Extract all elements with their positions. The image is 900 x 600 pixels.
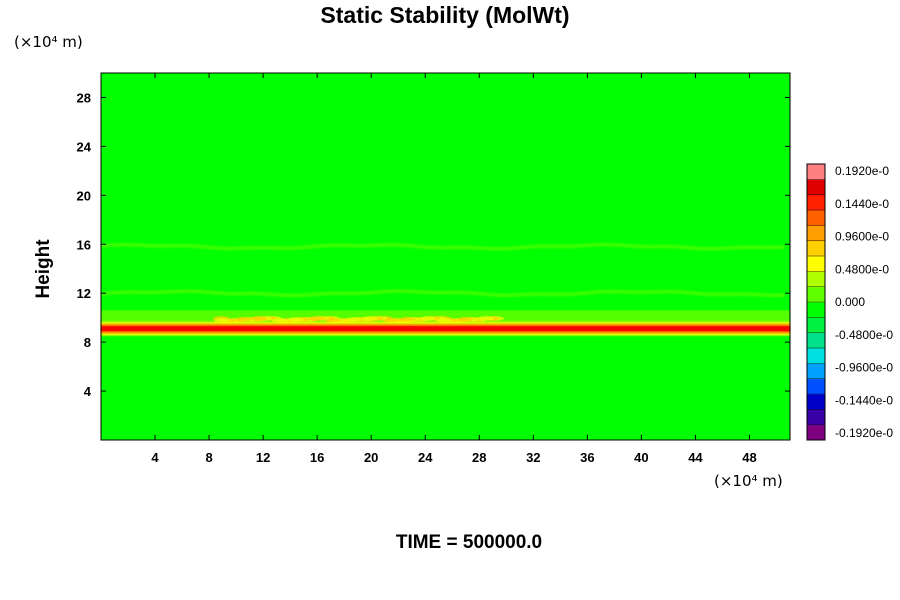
colorbar-swatch [807,348,825,364]
turbulence-blob [399,317,415,322]
y-tick-label: 24 [77,139,92,154]
colorbar-label: -0.1440e-0 [835,393,893,407]
colorbar-swatch [807,225,825,242]
colorbar-label: -0.4800e-0 [835,328,893,342]
colorbar-swatch [807,179,825,196]
turbulence-blob [325,318,341,323]
turbulence-blob [383,318,399,323]
y-tick-label: 8 [84,335,91,350]
turbulence-blob [457,317,473,322]
x-tick-label: 16 [310,450,324,465]
y-tick-label: 4 [84,384,92,399]
y-tick-label: 28 [77,90,91,105]
colorbar-swatch [807,256,825,272]
y-axis-unit-label: (×10⁴ m) [14,33,83,51]
x-tick-label: 44 [688,450,703,465]
colorbar-swatch [807,317,825,334]
colorbar-swatch [807,424,825,441]
weak-stability-band [100,289,786,298]
turbulence-blob [288,317,304,322]
colorbar-label: 0.1440e-0 [835,197,889,211]
turbulence-blob [436,318,452,323]
colorbar-label: -0.1920e-0 [835,426,893,440]
colorbar-swatch [807,409,825,426]
x-tick-label: 32 [526,450,540,465]
colorbar-label: 0.9600e-0 [835,230,889,244]
colorbar-frame [806,163,826,441]
x-tick-label: 40 [634,450,648,465]
x-tick-label: 20 [364,450,378,465]
colorbar-swatch [807,363,825,380]
colorbar-swatch [807,378,825,395]
x-tick-label: 28 [472,450,486,465]
turbulence-blob [235,317,251,322]
colorbar-swatch [807,332,825,349]
turbulence-blob [214,318,230,323]
x-tick-label: 4 [151,450,159,465]
colorbar-swatch [807,271,825,288]
chart-title: Static Stability (MolWt) [320,2,570,28]
turbulence-blob [420,316,436,321]
turbulence-blob [309,316,325,321]
x-tick-label: 48 [742,450,756,465]
colorbar-label: 0.4800e-0 [835,262,889,276]
colorbar-swatch [807,210,825,226]
colorbar-label: 0.1920e-0 [835,164,889,178]
colorbar-swatch [807,194,825,211]
colorbar-swatch [807,302,825,318]
weak-stability-band [100,242,786,251]
colorbar-label: 0.000 [835,295,865,309]
colorbar-swatch [807,394,825,410]
x-tick-label: 8 [205,450,212,465]
stable-layer-core [101,326,790,332]
colorbar-swatch [807,240,825,257]
x-tick-label: 24 [418,450,433,465]
turbulence-blob [272,318,288,323]
plot-frame [100,72,791,441]
time-label: TIME = 500000.0 [395,532,543,553]
turbulence-blob [478,316,494,321]
colorbar-swatch [807,164,825,180]
colorbar-swatch [807,286,825,303]
y-tick-label: 12 [77,286,91,301]
y-tick-label: 16 [77,237,91,252]
x-tick-label: 12 [256,450,270,465]
turbulence-blob [251,316,267,321]
y-tick-label: 20 [77,188,91,203]
turbulence-blob [362,316,378,321]
x-axis-unit-label: (×10⁴ m) [714,472,783,490]
field-background [101,73,790,440]
turbulence-blob [346,317,362,322]
x-tick-label: 36 [580,450,594,465]
colorbar-label: -0.9600e-0 [835,361,893,375]
